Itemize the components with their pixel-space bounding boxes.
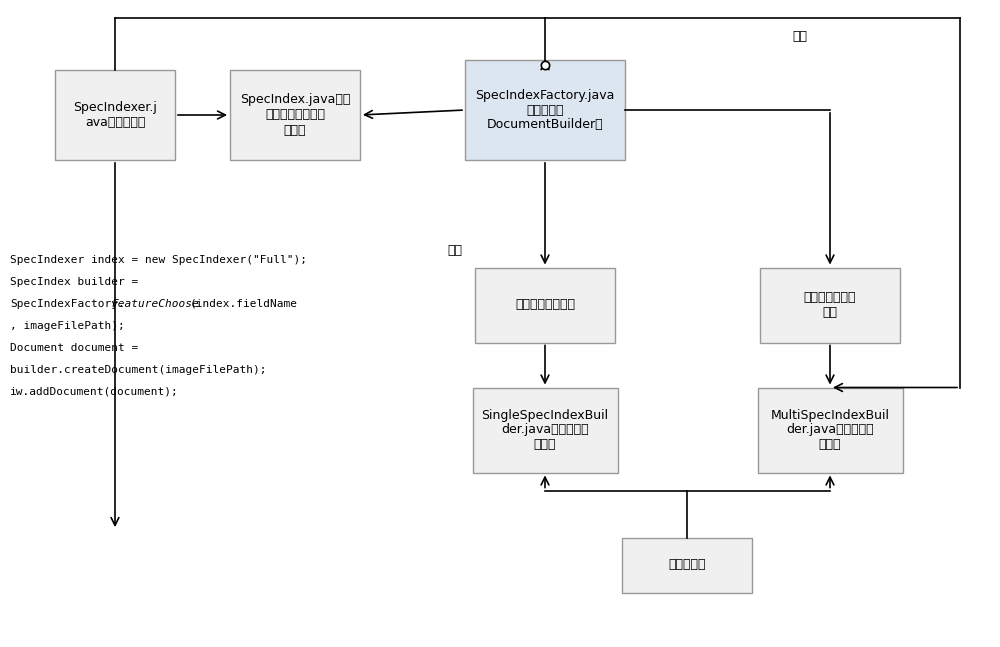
Text: MultiSpecIndexBuil
der.java（处理一组
特征）: MultiSpecIndexBuil der.java（处理一组 特征）	[770, 408, 890, 452]
Bar	[55, 70, 175, 160]
Text: 对单独特征的索引: 对单独特征的索引	[515, 298, 575, 311]
Text: SpecIndexer index = new SpecIndexer("Full");: SpecIndexer index = new SpecIndexer("Ful…	[10, 255, 307, 265]
Text: Document document =: Document document =	[10, 343, 138, 353]
Text: iw.addDocument(document);: iw.addDocument(document);	[10, 387, 179, 397]
Text: 实现: 实现	[448, 243, 462, 256]
Text: 对特征集合建立
索引: 对特征集合建立 索引	[804, 291, 856, 319]
Text: SpecIndexFactory.: SpecIndexFactory.	[10, 299, 125, 309]
Bar	[230, 70, 360, 160]
Text: SingleSpecIndexBuil
der.java（处理单一
特征）: SingleSpecIndexBuil der.java（处理单一 特征）	[481, 408, 609, 452]
Text: 曲线各特征: 曲线各特征	[668, 558, 706, 571]
Bar	[465, 60, 625, 160]
Text: , imageFilePath);: , imageFilePath);	[10, 321, 125, 331]
Bar	[473, 388, 618, 472]
Text: (index.fieldName: (index.fieldName	[190, 299, 298, 309]
Text: SpecIndex builder =: SpecIndex builder =	[10, 277, 138, 287]
Bar	[622, 538, 752, 593]
Bar	[475, 267, 615, 342]
Text: builder.createDocument(imageFilePath);: builder.createDocument(imageFilePath);	[10, 365, 266, 375]
Text: SpecIndex.java（接
口，定义了基本的
方法）: SpecIndex.java（接 口，定义了基本的 方法）	[240, 94, 350, 137]
Bar	[758, 388, 902, 472]
Text: SpecIndexFactory.java
（用于创建
DocumentBuilder）: SpecIndexFactory.java （用于创建 DocumentBuil…	[475, 89, 615, 131]
Text: SpecIndexer.j
ava（建索引）: SpecIndexer.j ava（建索引）	[73, 101, 157, 129]
Bar	[760, 267, 900, 342]
Text: 实现: 实现	[792, 30, 808, 43]
Text: FeatureChoose: FeatureChoose	[112, 299, 200, 309]
